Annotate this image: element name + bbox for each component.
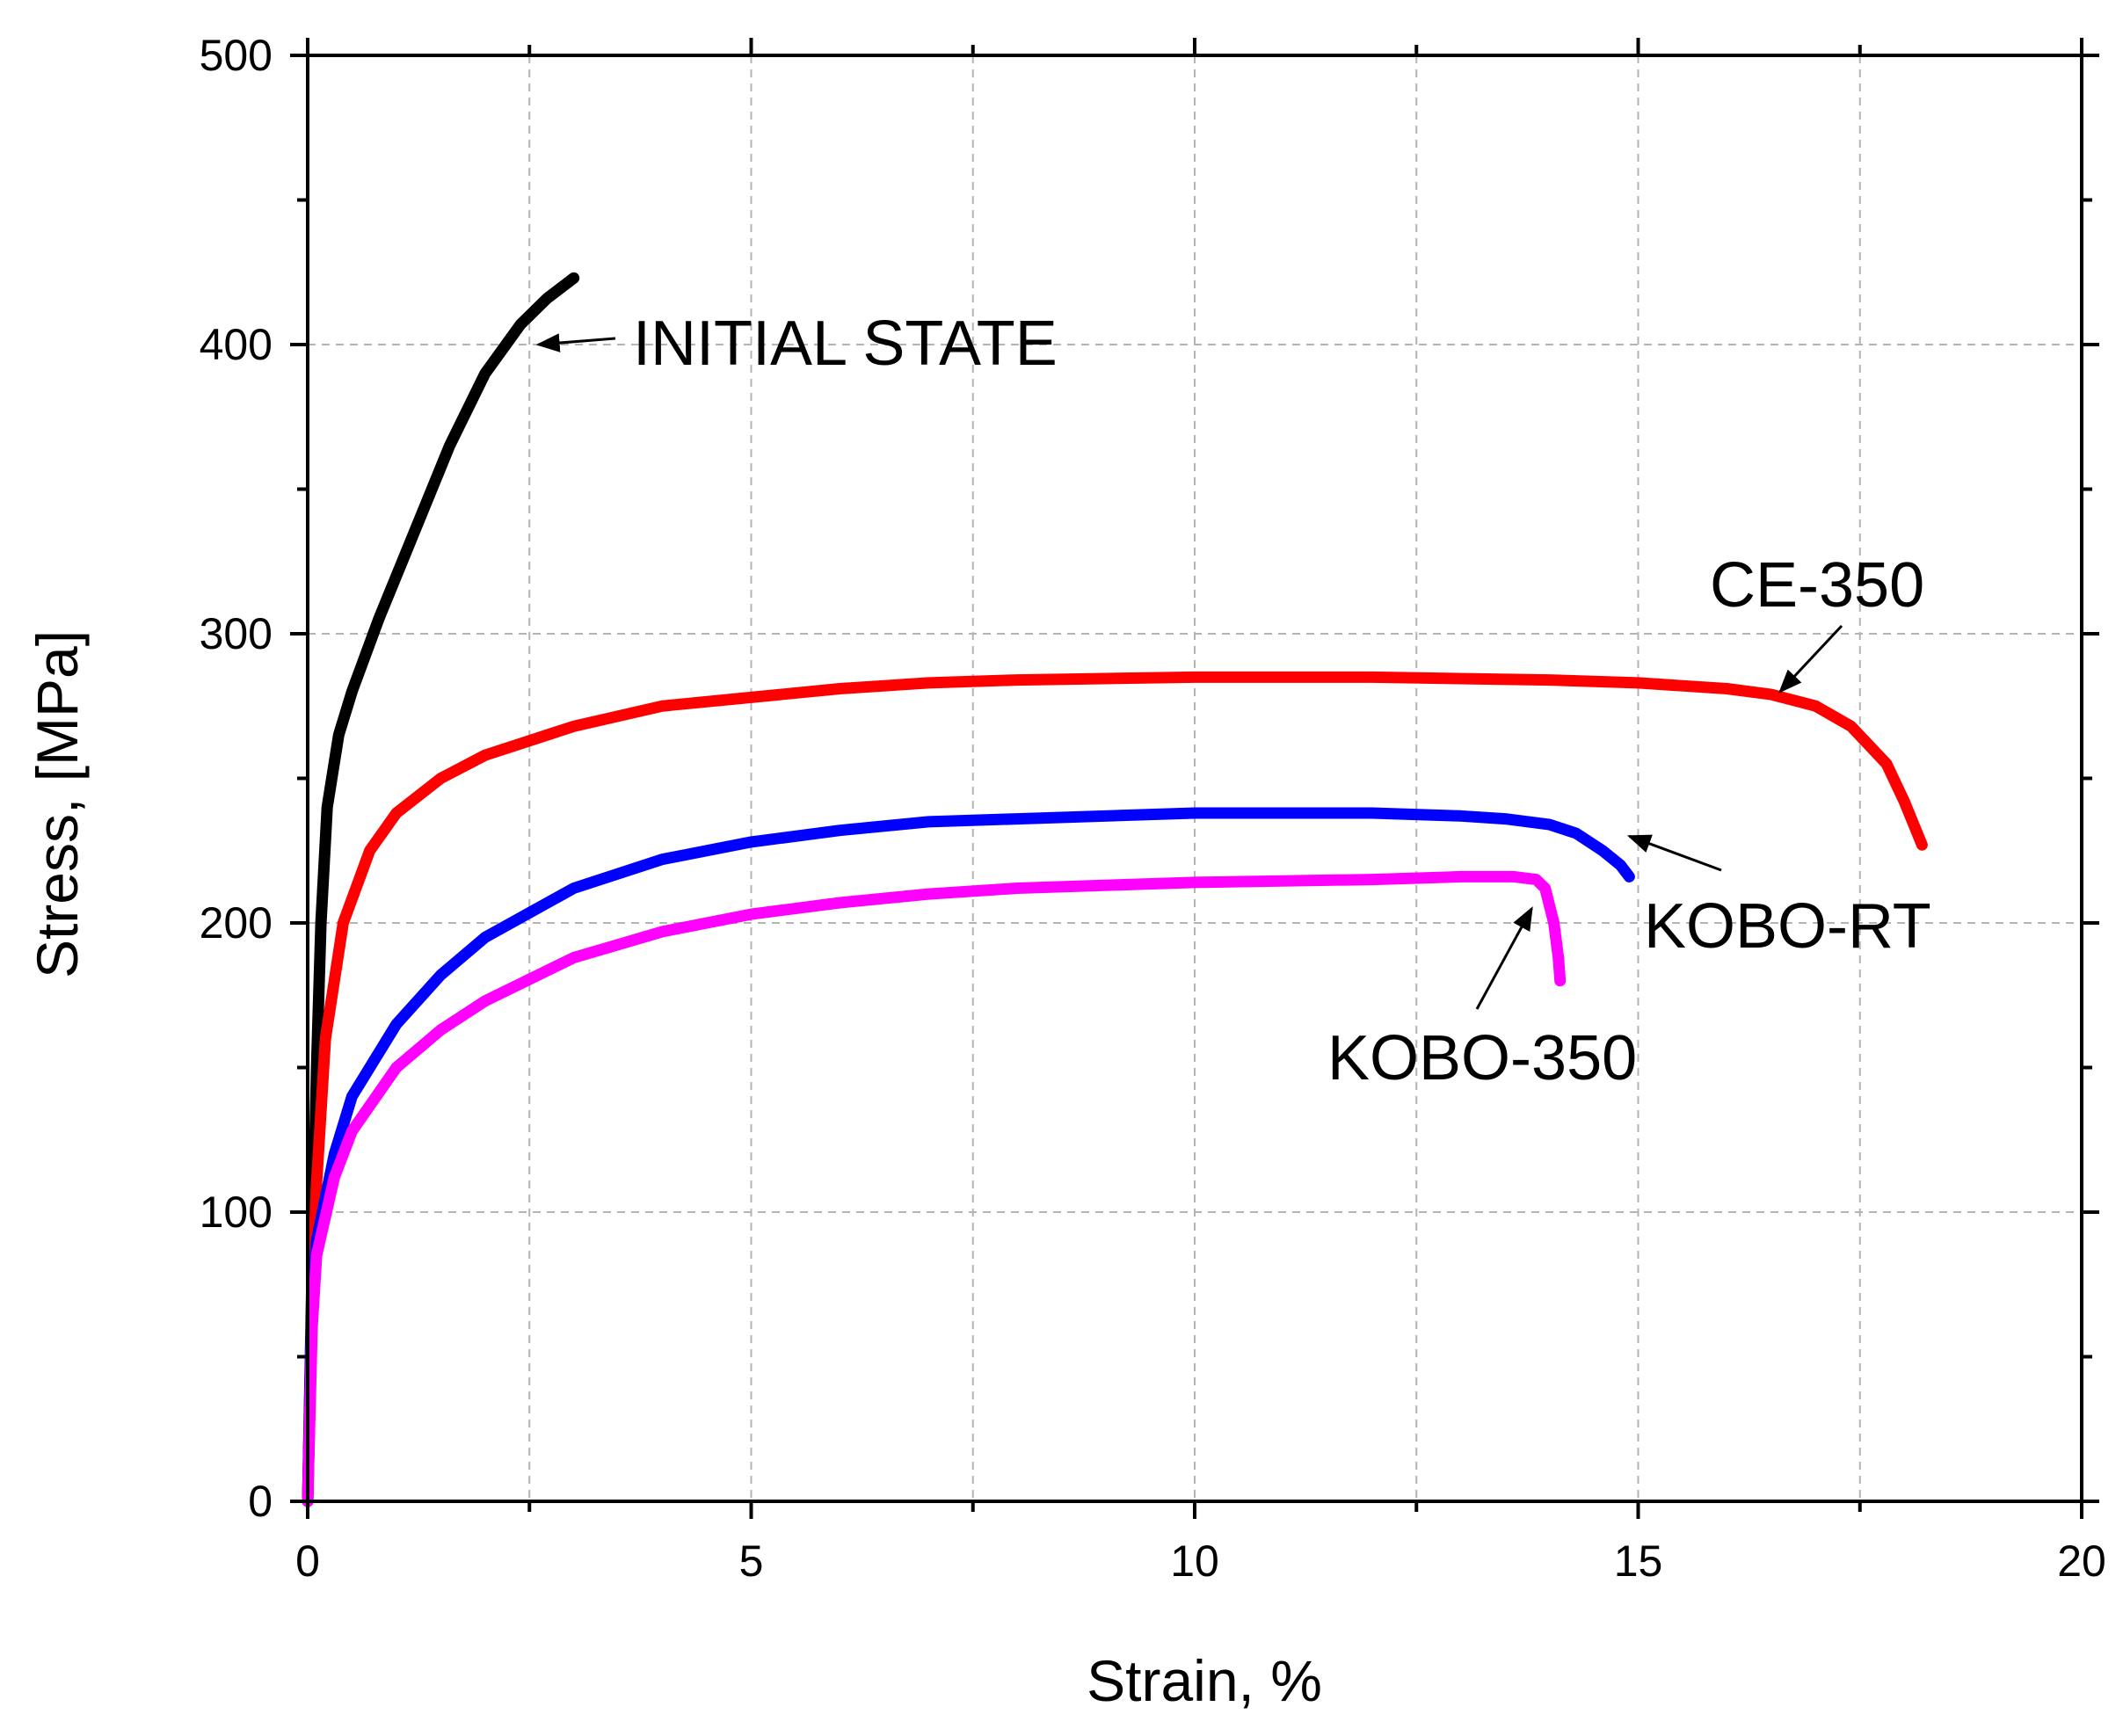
y-tick-label: 300 [200,609,273,658]
series-line-ce-350 [302,671,1928,1507]
annotation-arrow [535,333,616,352]
y-tick-label: 100 [200,1188,273,1237]
annotation-arrow [1475,906,1533,1010]
y-tick-label: 400 [200,320,273,369]
series-line-initial-state [302,272,580,1507]
x-tick-label: 15 [1614,1536,1663,1586]
series-line-kobo-350 [302,870,1567,1507]
annotation-arrow [1778,624,1843,694]
x-tick-label: 0 [295,1536,320,1586]
y-tick-label: 200 [200,898,273,948]
y-tick-label: 500 [200,31,273,80]
x-tick-label: 20 [2057,1536,2106,1586]
y-axis-label: Stress, [MPa] [25,630,90,978]
annotation-label: CE-350 [1710,550,1924,621]
grid-layer [308,55,2082,1501]
annotation-arrow [1626,834,1722,872]
series-layer [302,272,1928,1507]
y-tick-label: 0 [248,1477,273,1526]
annotation-label: INITIAL STATE [633,309,1058,379]
x-tick-label: 10 [1170,1536,1219,1586]
series-line-kobo-rt [302,807,1635,1507]
x-tick-label: 5 [739,1536,764,1586]
x-axis-label: Strain, % [1087,1648,1322,1713]
annotation-label: KOBO-RT [1644,891,1931,962]
annotation-label: KOBO-350 [1327,1023,1637,1093]
